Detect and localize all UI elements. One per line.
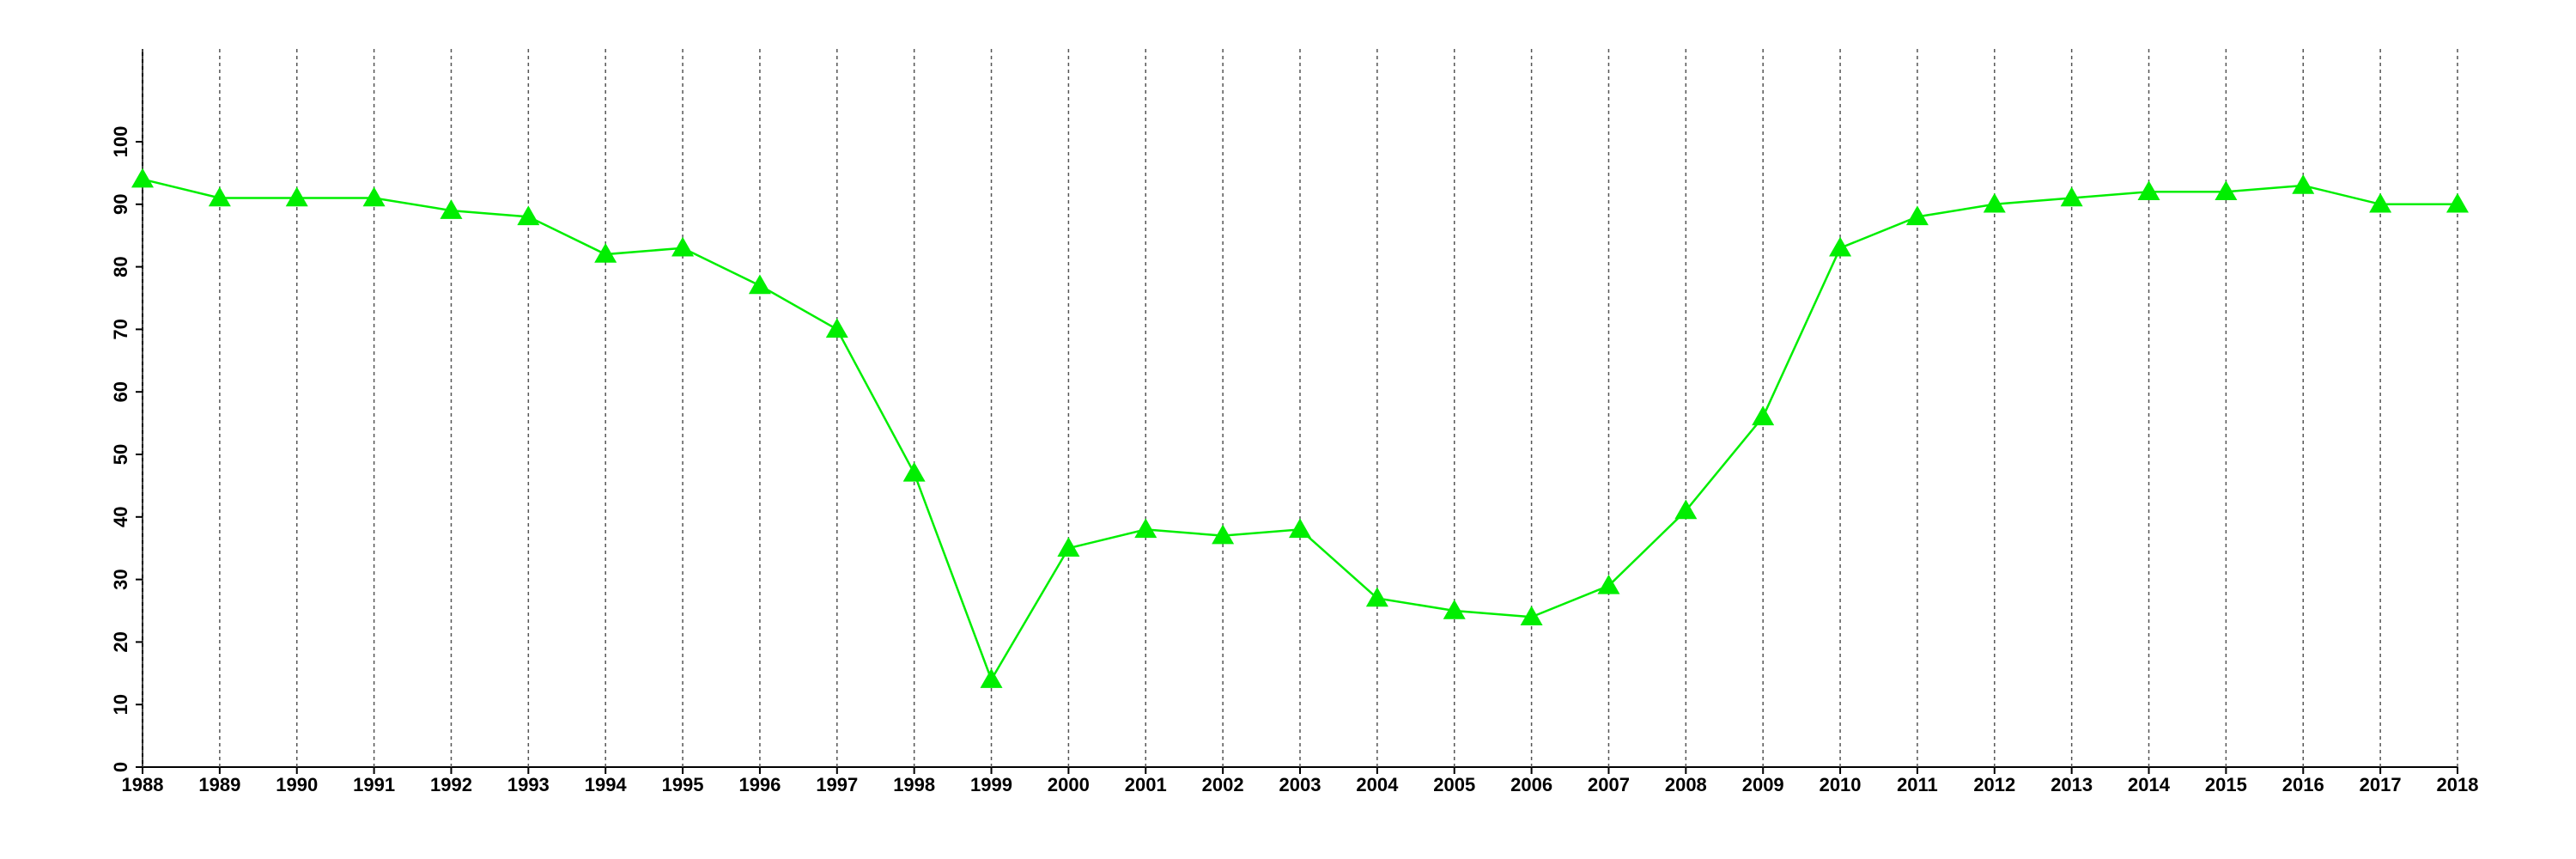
- x-tick-label: 1990: [276, 774, 318, 795]
- point-marker: [2060, 186, 2083, 207]
- x-tick-label: 2015: [2205, 774, 2247, 795]
- x-tick-label: 2000: [1048, 774, 1090, 795]
- x-tick-label: 2017: [2360, 774, 2402, 795]
- point-marker: [285, 186, 308, 207]
- point-marker: [2292, 174, 2315, 194]
- y-tick-label: 50: [110, 444, 131, 465]
- point-marker: [208, 186, 231, 207]
- x-tick-label: 1988: [122, 774, 164, 795]
- y-tick-label: 70: [110, 319, 131, 339]
- point-marker: [1829, 236, 1852, 257]
- point-marker: [1674, 499, 1698, 520]
- x-tick-label: 2018: [2437, 774, 2479, 795]
- x-tick-label: 1992: [430, 774, 472, 795]
- point-marker: [1983, 192, 2006, 213]
- y-tick-label: 0: [110, 762, 131, 772]
- x-tick-label: 1989: [198, 774, 240, 795]
- point-marker: [980, 668, 1003, 688]
- x-tick-label: 2006: [1510, 774, 1552, 795]
- x-tick-label: 1991: [353, 774, 395, 795]
- point-marker: [517, 205, 540, 226]
- point-marker: [748, 274, 771, 295]
- y-tick-label: 40: [110, 507, 131, 527]
- x-tick-label: 1994: [585, 774, 628, 795]
- x-tick-label: 2011: [1897, 774, 1938, 795]
- x-tick-label: 1999: [970, 774, 1012, 795]
- point-marker: [1289, 518, 1311, 539]
- y-tick-label: 90: [110, 194, 131, 215]
- point-marker: [2446, 192, 2469, 213]
- point-marker: [1597, 574, 1620, 594]
- point-marker: [825, 318, 848, 338]
- point-marker: [671, 236, 695, 257]
- point-marker: [131, 168, 154, 188]
- y-tick-label: 60: [110, 381, 131, 402]
- point-marker: [2369, 192, 2392, 213]
- point-marker: [440, 199, 463, 219]
- y-tick-label: 10: [110, 694, 131, 715]
- y-tick-label: 20: [110, 631, 131, 652]
- point-marker: [1905, 205, 1929, 226]
- x-tick-label: 2012: [1973, 774, 2015, 795]
- x-tick-label: 1993: [507, 774, 550, 795]
- point-marker: [2215, 180, 2238, 200]
- x-tick-label: 1995: [662, 774, 704, 795]
- x-tick-label: 2002: [1202, 774, 1244, 795]
- x-tick-label: 2010: [1820, 774, 1862, 795]
- x-tick-label: 1998: [893, 774, 935, 795]
- point-marker: [1365, 587, 1388, 607]
- point-marker: [362, 186, 386, 207]
- x-tick-label: 2007: [1588, 774, 1630, 795]
- x-tick-label: 2013: [2050, 774, 2093, 795]
- point-marker: [1752, 405, 1775, 426]
- point-marker: [1212, 524, 1235, 545]
- point-marker: [1134, 518, 1157, 539]
- x-tick-label: 2014: [2128, 774, 2171, 795]
- x-tick-label: 2003: [1279, 774, 1321, 795]
- x-tick-label: 2009: [1742, 774, 1784, 795]
- point-marker: [1443, 600, 1466, 619]
- y-tick-label: 100: [110, 126, 131, 158]
- point-marker: [1520, 606, 1543, 626]
- point-marker: [594, 243, 617, 263]
- point-marker: [902, 461, 926, 482]
- point-marker: [1057, 537, 1080, 557]
- y-tick-label: 30: [110, 569, 131, 589]
- x-tick-label: 2008: [1665, 774, 1707, 795]
- point-marker: [2137, 180, 2160, 200]
- x-tick-label: 2004: [1356, 774, 1399, 795]
- x-tick-label: 2005: [1433, 774, 1475, 795]
- x-tick-label: 2001: [1125, 774, 1167, 795]
- x-tick-label: 1997: [816, 774, 858, 795]
- x-tick-label: 1996: [738, 774, 781, 795]
- y-tick-label: 80: [110, 256, 131, 277]
- x-tick-label: 2016: [2282, 774, 2324, 795]
